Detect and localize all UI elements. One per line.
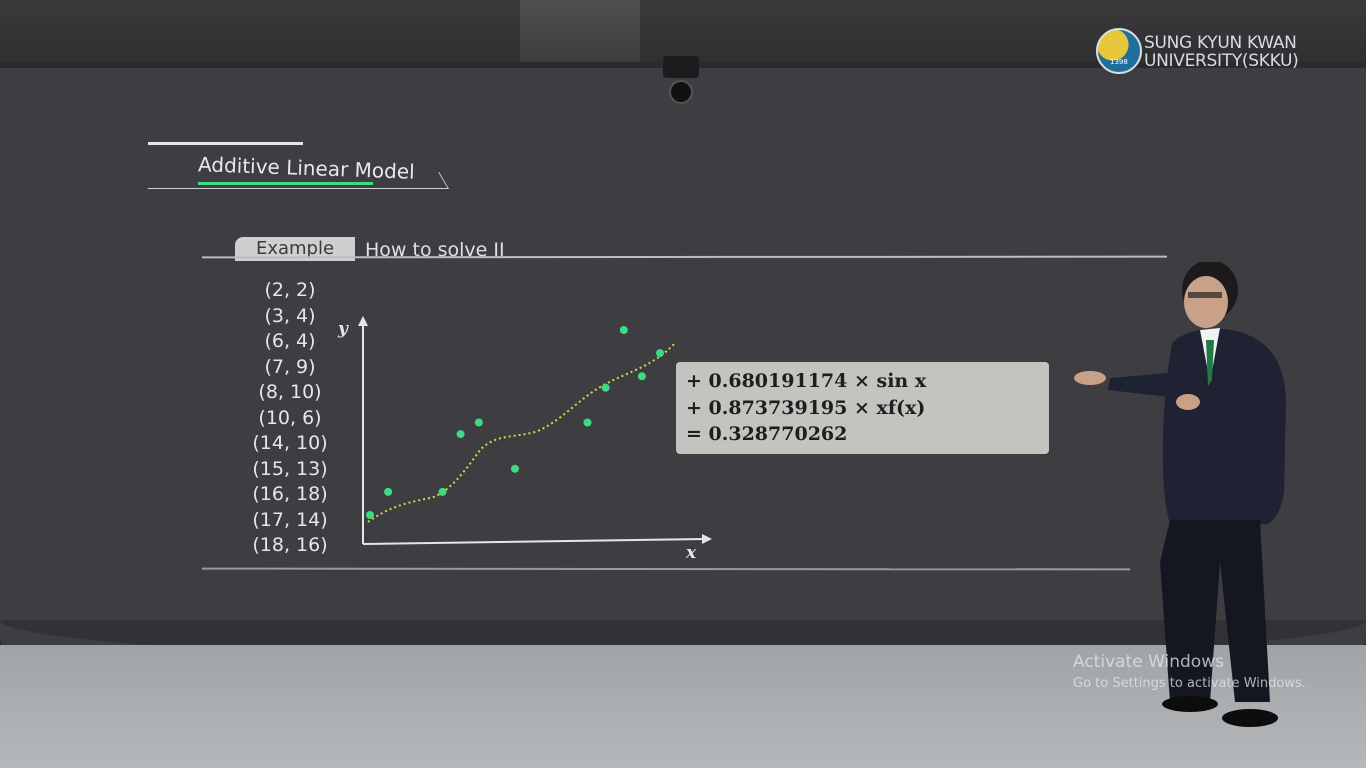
data-point (474, 418, 483, 427)
point-label: (2, 2) (264, 279, 316, 301)
scatter-plot: y x (337, 316, 712, 563)
data-point (511, 464, 519, 473)
data-point (637, 372, 646, 381)
university-name-line1: SUNG KYUN KWAN (1144, 33, 1297, 53)
x-axis-arrow (702, 534, 712, 544)
university-name: SUNG KYUN KWAN UNIVERSITY(SKKU) (1144, 33, 1299, 71)
point-label: (7, 9) (264, 355, 316, 378)
data-point (656, 349, 664, 358)
data-point (366, 511, 374, 519)
data-point (619, 326, 628, 334)
watermark-title: Activate Windows (1073, 652, 1224, 672)
formula-line: + 0.873739195 × xf(x) (686, 396, 926, 419)
point-label: (16, 18) (252, 483, 328, 505)
activation-watermark: Activate Windows Go to Settings to activ… (1073, 652, 1306, 691)
point-label: (3, 4) (264, 304, 316, 327)
section-title: Additive Linear Model (138, 142, 458, 190)
emblem-icon: 1398 (1096, 28, 1142, 74)
point-label: (8, 10) (258, 381, 322, 403)
watermark-subtitle: Go to Settings to activate Windows. (1073, 676, 1306, 691)
x-axis (362, 538, 706, 545)
ceiling-fixture (520, 0, 640, 72)
data-point (456, 430, 465, 439)
camera-icon (657, 56, 705, 106)
y-axis-arrow (358, 316, 368, 326)
camera-lens (669, 80, 693, 104)
fitted-curve (367, 341, 677, 523)
formula-line: + 0.680191174 × sin x (686, 370, 927, 392)
formula-line: = 0.328770262 (686, 423, 848, 445)
points-list: (2, 2) (3, 4) (6, 4) (7, 9) (8, 10) (10,… (240, 278, 340, 559)
university-logo: 1398 SUNG KYUN KWAN UNIVERSITY(SKKU) (1096, 26, 1336, 82)
point-label: (15, 13) (252, 457, 328, 480)
points-layer (366, 326, 664, 519)
point-label: (18, 16) (252, 534, 328, 556)
title-accent-bar (148, 142, 303, 145)
floor (0, 645, 1366, 768)
data-point (384, 487, 393, 496)
university-name-line2: UNIVERSITY(SKKU) (1144, 51, 1299, 71)
x-axis-label: x (685, 543, 697, 563)
emblem-year: 1398 (1110, 58, 1128, 66)
point-label: (10, 6) (258, 406, 322, 429)
data-point (583, 418, 592, 427)
point-label: (6, 4) (264, 330, 316, 352)
point-label: (14, 10) (252, 432, 328, 454)
data-point (601, 383, 610, 392)
point-label: (17, 14) (252, 508, 328, 531)
data-point (438, 487, 447, 496)
example-label: How to solve II (365, 239, 505, 261)
formula-box: + 0.680191174 × sin x + 0.873739195 × xf… (676, 362, 1049, 454)
y-axis-label: y (337, 319, 349, 339)
camera-mount (663, 56, 699, 78)
title-green-underline (198, 182, 373, 185)
presenter (1074, 262, 1286, 727)
